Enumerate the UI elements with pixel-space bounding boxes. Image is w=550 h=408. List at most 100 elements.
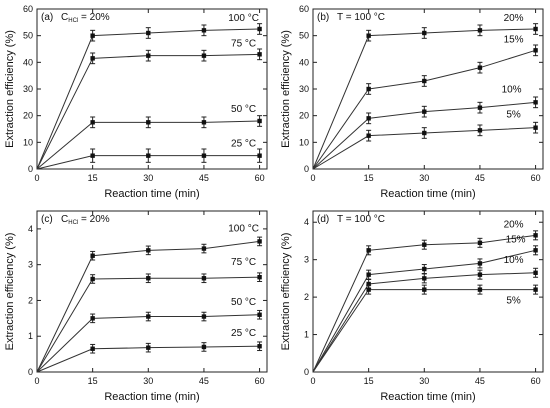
y-tick-label: 0 — [304, 367, 309, 377]
data-point — [422, 130, 427, 136]
data-point — [201, 246, 207, 251]
data-point — [90, 253, 95, 258]
data-point — [201, 120, 207, 125]
x-tick-label: 30 — [143, 173, 153, 183]
y-tick-label: 60 — [299, 4, 309, 14]
y-tick-label: 3 — [28, 260, 33, 270]
data-point — [366, 86, 371, 92]
series-label: 25 °C — [231, 328, 256, 339]
data-point — [366, 287, 371, 292]
data-point — [366, 133, 371, 138]
y-tick-label: 20 — [299, 111, 309, 121]
y-tick-label: 0 — [28, 367, 33, 377]
data-point — [477, 128, 483, 133]
x-tick-label: 45 — [199, 376, 209, 386]
data-point — [533, 270, 538, 275]
data-point — [201, 344, 207, 350]
x-axis-title: Reaction time (min) — [104, 391, 199, 403]
data-point — [201, 53, 207, 58]
series-label: 10% — [504, 255, 524, 266]
data-point — [90, 153, 95, 158]
x-tick-label: 0 — [34, 173, 39, 183]
series-line — [312, 289, 536, 373]
data-point — [366, 272, 371, 277]
series-label: 50 °C — [231, 104, 256, 115]
y-tick-label: 20 — [23, 111, 33, 121]
data-point — [477, 65, 483, 70]
x-tick-label: 15 — [364, 173, 374, 183]
series-label: 15% — [506, 234, 526, 245]
panel-label: (c) — [41, 214, 53, 225]
x-tick-label: 60 — [255, 173, 265, 183]
x-tick-label: 60 — [255, 376, 265, 386]
x-tick-label: 45 — [475, 376, 485, 386]
y-tick-label: 10 — [23, 137, 33, 147]
data-point — [533, 287, 538, 292]
data-point — [201, 276, 207, 281]
x-tick-label: 60 — [531, 173, 541, 183]
condition-prefix: T = 100 °C — [337, 214, 385, 225]
data-point — [422, 30, 427, 36]
data-point — [201, 314, 207, 319]
x-tick-label: 45 — [199, 173, 209, 183]
data-point — [257, 26, 262, 32]
panel-a: 0 15 30 45 60 0 10 20 30 40 50 60 Reaction time (min… — [4, 4, 268, 200]
plot-frame — [36, 210, 268, 373]
data-point — [90, 276, 95, 282]
data-point — [366, 248, 371, 253]
series-3: 10% — [312, 84, 539, 170]
data-point — [146, 276, 151, 281]
panel-b: 0 15 30 45 60 0 10 20 30 40 50 60 Reaction time (min… — [280, 4, 544, 200]
y-tick-label: 50 — [299, 31, 309, 41]
condition-prefix: C — [61, 214, 68, 225]
data-point — [146, 30, 151, 36]
x-axis-title: Reaction time (min) — [380, 391, 475, 403]
data-point — [477, 105, 483, 110]
data-point — [90, 56, 95, 61]
panel-label: (d) — [317, 214, 329, 225]
series-line — [312, 234, 536, 373]
data-point — [422, 276, 427, 281]
y-tick-label: 4 — [28, 224, 33, 234]
data-point — [533, 48, 538, 53]
data-point — [533, 100, 538, 105]
data-point — [146, 153, 151, 158]
x-tick-label: 15 — [364, 376, 374, 386]
panel-condition: CHCl = 20% — [61, 12, 110, 24]
y-tick-label: 1 — [28, 331, 33, 341]
series-1: 20% — [312, 219, 539, 373]
y-tick-label: 0 — [28, 164, 33, 174]
y-tick-label: 3 — [304, 255, 309, 265]
data-point — [90, 33, 95, 38]
x-axis-title: Reaction time (min) — [104, 188, 199, 200]
data-point — [146, 120, 151, 125]
data-point — [533, 233, 538, 238]
series-label: 50 °C — [231, 297, 256, 308]
y-tick-label: 50 — [23, 31, 33, 41]
series-label: 75 °C — [231, 38, 256, 49]
data-point — [422, 287, 427, 292]
series-4: 5% — [312, 110, 539, 170]
panel-c: 0 15 30 45 60 0 1 2 3 4 Reaction time (min) Extract… — [4, 210, 268, 403]
data-point — [366, 33, 371, 38]
panel-condition: T = 100 °C — [337, 214, 385, 225]
data-point — [366, 281, 371, 287]
y-axis-title: Extraction efficiency (%) — [280, 233, 292, 351]
condition-suffix: = 20% — [78, 12, 110, 23]
series-label: 5% — [506, 296, 521, 307]
condition-prefix: C — [61, 12, 68, 23]
y-axis-title: Extraction efficiency (%) — [4, 30, 16, 148]
condition-subscript: HCl — [68, 18, 78, 24]
y-tick-label: 1 — [304, 330, 309, 340]
series-label: 5% — [506, 110, 521, 121]
data-point — [422, 109, 427, 114]
data-point — [477, 261, 483, 266]
data-point — [146, 314, 151, 319]
data-point — [257, 312, 262, 317]
series-2: 15% — [312, 34, 539, 170]
plot-frame — [312, 210, 544, 373]
x-tick-label: 30 — [419, 376, 429, 386]
data-point — [422, 242, 427, 247]
series-label: 15% — [504, 34, 524, 45]
